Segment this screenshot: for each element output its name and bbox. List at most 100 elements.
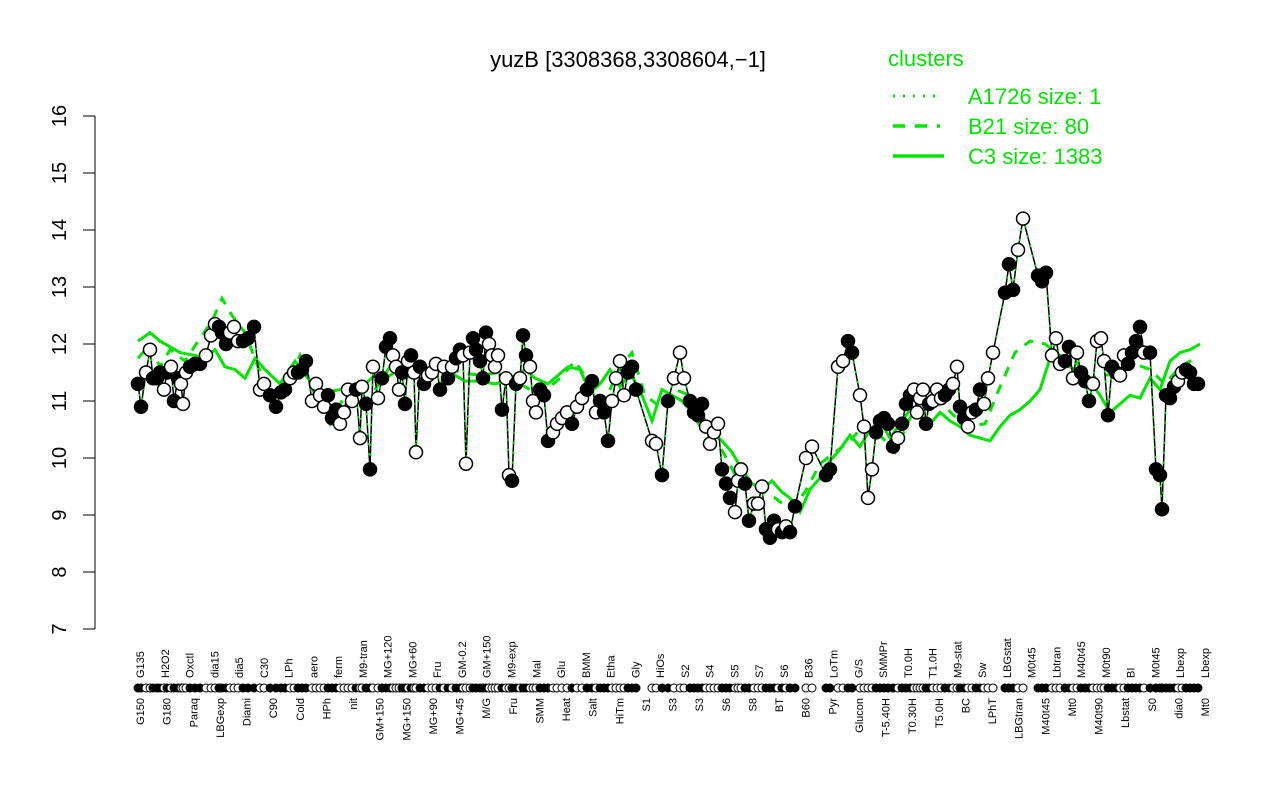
data-point bbox=[787, 499, 803, 514]
data-point bbox=[175, 396, 191, 412]
data-point bbox=[860, 490, 876, 506]
data-point bbox=[909, 405, 925, 420]
x-tick-label-bottom: S1 bbox=[641, 698, 653, 711]
x-tick-label-top: Sw bbox=[977, 663, 989, 678]
x-tick-label-bottom: MG+90 bbox=[428, 698, 440, 734]
data-point bbox=[475, 370, 491, 386]
x-tick-label-top: M0t45 bbox=[1027, 647, 1039, 678]
x-tick-label-top: HiOs bbox=[655, 653, 667, 678]
data-point bbox=[408, 445, 424, 460]
x-tick-label-top: C30 bbox=[259, 658, 271, 678]
data-point bbox=[727, 504, 743, 520]
x-tick-label-top: Glu bbox=[556, 661, 568, 678]
x-tick-label-bottom: G150 bbox=[135, 698, 147, 725]
data-point bbox=[844, 345, 860, 360]
data-point bbox=[648, 436, 664, 452]
x-tick-label-bottom: Mt0 bbox=[1200, 698, 1212, 716]
x-tick-label-top: S7 bbox=[754, 665, 766, 678]
data-point bbox=[1038, 265, 1054, 281]
data-point bbox=[1142, 345, 1158, 360]
data-point bbox=[365, 359, 381, 375]
data-point bbox=[972, 382, 988, 397]
data-point bbox=[1048, 331, 1064, 346]
y-tick-label: 9 bbox=[49, 509, 71, 520]
data-point bbox=[584, 373, 600, 389]
x-tick-label-top: dia15 bbox=[209, 651, 221, 678]
x-tick-label-top: LBGstat bbox=[1002, 638, 1014, 678]
data-point bbox=[1085, 376, 1101, 392]
data-point bbox=[1128, 333, 1144, 349]
x-tick-label-top: ferm bbox=[333, 656, 345, 678]
data-point bbox=[156, 382, 172, 397]
x-tick-label-top: BMM bbox=[581, 652, 593, 678]
x-axis-labels: G135 H2O2 Oxctl dia15 dia5 C30 LPh aero ferm M9-t… bbox=[135, 636, 1212, 741]
data-point bbox=[804, 439, 820, 454]
legend-entry-c3: C3 size: 1383 bbox=[968, 144, 1103, 169]
data-point bbox=[612, 353, 628, 369]
x-tick-label-bottom: MG+150 bbox=[401, 698, 413, 741]
x-tick-label-top: Oxctl bbox=[185, 653, 197, 678]
legend-entry-a1726: A1726 size: 1 bbox=[968, 84, 1101, 109]
data-point bbox=[494, 402, 510, 417]
data-point bbox=[672, 345, 688, 360]
x-tick-label-bottom: Heat bbox=[561, 698, 573, 721]
x-tick-label-bottom: G180 bbox=[162, 698, 174, 725]
data-point bbox=[798, 450, 814, 466]
data-point bbox=[718, 476, 734, 491]
data-point bbox=[490, 348, 506, 363]
x-tick-label-bottom: GM+150 bbox=[375, 698, 387, 741]
data-points bbox=[130, 211, 1206, 546]
data-point bbox=[985, 345, 1001, 360]
data-point bbox=[1154, 502, 1170, 517]
x-tick-label-bottom: BC bbox=[960, 698, 972, 713]
x-tick-label-top: M9-tran bbox=[358, 640, 370, 678]
legend-title: clusters bbox=[888, 46, 964, 71]
x-tick-label-bottom: T0.30H bbox=[907, 698, 919, 734]
data-point bbox=[624, 359, 640, 375]
x-tick-label-top: aero bbox=[308, 656, 320, 678]
x-tick-label-bottom: Salt bbox=[588, 698, 600, 717]
x-tick-label-top: dia5 bbox=[234, 657, 246, 678]
data-point bbox=[515, 328, 531, 343]
x-tick-label-top: M0t90 bbox=[1101, 647, 1113, 678]
data-point bbox=[370, 390, 386, 406]
x-tick-label-bottom: SMM bbox=[534, 698, 546, 724]
x-tick-label-bottom: M/G bbox=[481, 698, 493, 719]
x-tick-label-top: M9-exp bbox=[507, 641, 519, 678]
data-point bbox=[458, 456, 474, 471]
data-point bbox=[504, 473, 520, 489]
data-point bbox=[256, 376, 272, 392]
x-tick-label-top: LPh bbox=[284, 658, 296, 678]
data-point bbox=[374, 370, 390, 386]
x-tick-label-top: Etha bbox=[606, 654, 618, 678]
data-point bbox=[354, 379, 370, 395]
data-point bbox=[1093, 331, 1109, 346]
data-point bbox=[268, 399, 284, 414]
y-tick-label: 15 bbox=[49, 162, 71, 184]
x-tick-label-top: M9-stat bbox=[952, 641, 964, 678]
x-tick-label-top: M0t45 bbox=[1150, 647, 1162, 678]
x-tick-label-top: MG+60 bbox=[407, 642, 419, 678]
x-tick-label-bottom: S0 bbox=[1147, 698, 1159, 711]
x-tick-label-top: SMMPr bbox=[878, 641, 890, 678]
data-point bbox=[676, 370, 692, 386]
x-tick-label-bottom: M40t45 bbox=[1040, 698, 1052, 735]
x-tick-label-top: S6 bbox=[779, 665, 791, 678]
x-tick-label-bottom: C90 bbox=[268, 698, 280, 718]
data-point bbox=[616, 388, 632, 403]
x-tick-label-top: MG+120 bbox=[383, 636, 395, 679]
data-point bbox=[1005, 282, 1021, 298]
x-tick-label-bottom: BT bbox=[774, 698, 786, 712]
data-point bbox=[472, 353, 488, 369]
data-point bbox=[352, 430, 368, 446]
data-point bbox=[980, 370, 996, 386]
y-tick-label: 10 bbox=[49, 447, 71, 469]
x-tick-label-top: Lbexp bbox=[1175, 648, 1187, 678]
data-point bbox=[754, 479, 770, 494]
y-axis: 7 8 9 10 11 12 13 14 15 16 bbox=[49, 105, 96, 635]
x-tick-label-top: Fru bbox=[432, 662, 444, 679]
data-point bbox=[226, 319, 242, 335]
data-point bbox=[714, 462, 730, 477]
data-point bbox=[604, 393, 620, 409]
